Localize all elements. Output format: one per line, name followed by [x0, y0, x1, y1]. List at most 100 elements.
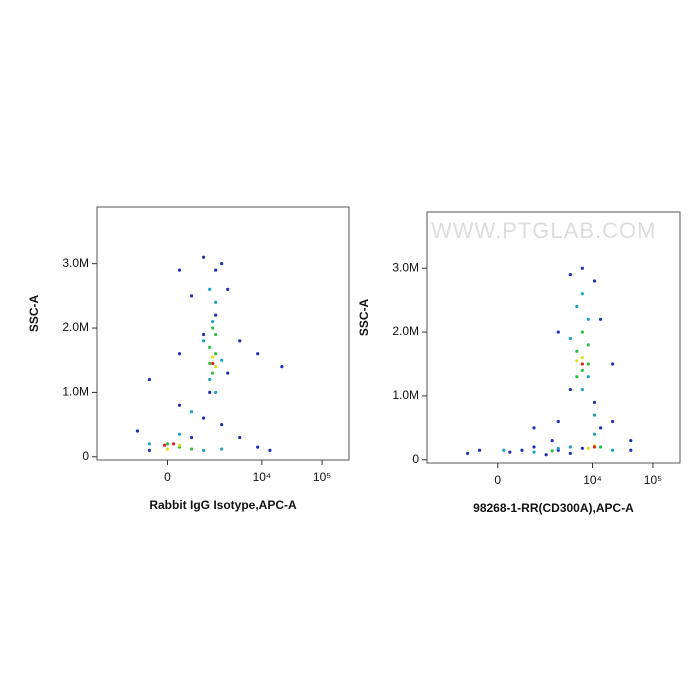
data-point: [280, 365, 284, 369]
data-point: [177, 443, 182, 447]
data-point: [214, 300, 218, 304]
data-point: [568, 445, 572, 449]
data-point: [189, 410, 194, 414]
data-point: [201, 332, 206, 337]
data-point: [580, 368, 584, 372]
data-point: [532, 445, 536, 449]
data-point: [201, 416, 206, 420]
data-point: [580, 362, 584, 366]
y-tick-label: 2.0M: [62, 320, 89, 334]
data-point: [592, 279, 597, 283]
data-point: [177, 268, 182, 272]
data-point: [598, 426, 603, 430]
data-point: [268, 448, 272, 452]
data-point: [238, 435, 242, 440]
data-point: [592, 432, 597, 436]
data-point: [211, 361, 215, 366]
data-point: [214, 365, 218, 369]
data-point: [201, 448, 206, 452]
data-point: [177, 352, 182, 356]
data-point: [220, 262, 224, 266]
data-point: [214, 390, 218, 395]
data-point: [580, 330, 584, 334]
y-tick-label: 0: [412, 452, 419, 466]
y-tick-label: 0: [82, 449, 89, 463]
data-point: [165, 442, 170, 446]
data-point: [575, 349, 579, 353]
data-point: [532, 426, 536, 430]
x-tick-label: 10⁴: [583, 473, 602, 487]
data-point: [544, 453, 548, 457]
data-point: [575, 359, 579, 363]
data-point: [550, 449, 554, 453]
data-point: [211, 326, 215, 330]
data-point: [532, 450, 536, 454]
data-point: [226, 371, 230, 375]
data-point: [586, 362, 590, 366]
data-point: [208, 361, 212, 366]
data-point: [135, 429, 140, 433]
data-point: [598, 445, 603, 449]
data-point: [171, 442, 176, 446]
data-point: [220, 358, 224, 362]
y-tick-label: 1.0M: [392, 388, 419, 402]
y-tick-label: 2.0M: [392, 324, 419, 338]
data-point: [220, 422, 224, 427]
data-point: [520, 448, 524, 452]
data-point: [478, 448, 482, 452]
data-point: [610, 362, 615, 366]
data-point: [568, 272, 572, 277]
data-point: [238, 339, 242, 343]
y-tick-label: 3.0M: [392, 260, 419, 274]
data-point: [610, 419, 615, 424]
data-point: [592, 445, 597, 449]
plot-frame: [426, 211, 681, 464]
x-tick-label: 10⁵: [644, 473, 662, 487]
data-point: [208, 377, 212, 382]
data-point: [256, 445, 260, 449]
data-point: [256, 352, 260, 356]
data-point: [189, 435, 194, 440]
data-point: [629, 439, 633, 443]
data-point: [220, 447, 224, 451]
data-point: [214, 268, 218, 272]
data-point: [211, 355, 215, 359]
data-point: [201, 339, 206, 343]
data-point: [189, 447, 194, 451]
data-point: [580, 356, 584, 360]
data-point: [208, 345, 212, 349]
x-tick-label: 0: [494, 473, 501, 487]
data-point: [580, 387, 584, 392]
data-point: [208, 390, 212, 395]
y-tick-label: 1.0M: [62, 385, 89, 399]
data-point: [466, 451, 470, 456]
y-tick-label: 3.0M: [62, 256, 89, 270]
data-point: [550, 439, 554, 443]
y-axis-label: SSC-A: [357, 299, 371, 337]
data-point: [214, 332, 218, 337]
data-point: [598, 317, 603, 321]
data-point: [568, 387, 572, 392]
data-point: [575, 375, 579, 379]
data-point: [208, 287, 212, 292]
x-axis-label: 98268-1-RR(CD300A),APC-A: [473, 501, 634, 515]
data-point: [629, 448, 633, 452]
data-point: [556, 419, 560, 424]
data-point: [580, 446, 584, 450]
data-point: [177, 403, 182, 407]
data-point: [147, 377, 152, 382]
data-point: [592, 400, 597, 404]
data-point: [226, 287, 230, 292]
data-point: [508, 450, 512, 454]
data-point: [610, 448, 615, 452]
data-point: [586, 343, 590, 347]
data-point: [211, 371, 215, 375]
data-point: [586, 375, 590, 379]
data-point: [592, 413, 597, 417]
data-point: [575, 304, 579, 309]
data-point: [502, 448, 506, 452]
x-tick-label: 0: [164, 470, 171, 484]
data-point: [201, 255, 206, 259]
plot-frame: [96, 206, 350, 461]
